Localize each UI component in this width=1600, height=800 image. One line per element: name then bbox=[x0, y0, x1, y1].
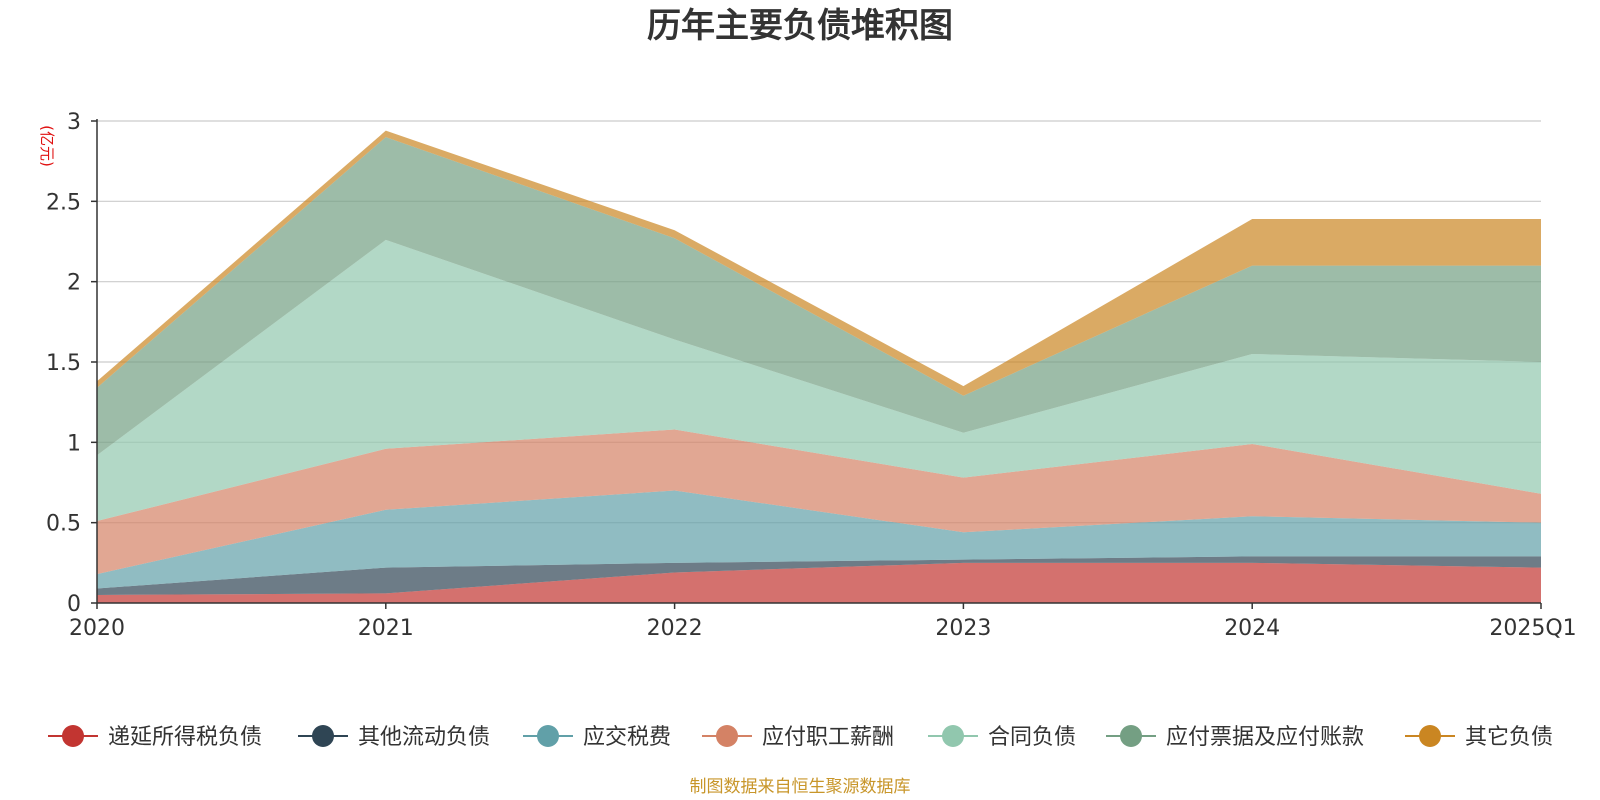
area-series-layer bbox=[97, 130, 1541, 603]
area-series-3[interactable] bbox=[97, 429, 1541, 575]
y-tick-label-6: 3 bbox=[67, 110, 81, 135]
source-note: 制图数据来自恒生聚源数据库 bbox=[690, 777, 911, 797]
area-series-6[interactable] bbox=[97, 130, 1541, 396]
legend-label-6: 其它负债 bbox=[1465, 725, 1553, 750]
legend-marker-4 bbox=[942, 725, 964, 747]
x-tick-label-5: 2025Q1 bbox=[1489, 616, 1576, 641]
x-tick-label-0: 2020 bbox=[69, 616, 125, 641]
y-axis-unit: (亿元) bbox=[38, 125, 56, 167]
area-series-4[interactable] bbox=[97, 239, 1541, 522]
legend-item-4[interactable]: 合同负债 bbox=[928, 725, 1076, 750]
legend-label-4: 合同负债 bbox=[988, 725, 1076, 750]
area-series-5[interactable] bbox=[97, 137, 1541, 456]
legend-label-1: 其他流动负债 bbox=[358, 725, 490, 750]
legend-marker-0 bbox=[62, 725, 84, 747]
legend-item-6[interactable]: 其它负债 bbox=[1405, 725, 1553, 750]
x-tick-label-1: 2021 bbox=[358, 616, 414, 641]
legend-item-1[interactable]: 其他流动负债 bbox=[298, 725, 490, 750]
legend-item-3[interactable]: 应付职工薪酬 bbox=[702, 725, 894, 750]
area-series-1[interactable] bbox=[97, 556, 1541, 595]
y-tick-label-3: 1.5 bbox=[46, 351, 81, 376]
legend-label-0: 递延所得税负债 bbox=[108, 725, 262, 750]
chart-title: 历年主要负债堆积图 bbox=[647, 6, 953, 46]
y-tick-label-0: 0 bbox=[67, 592, 81, 617]
legend-marker-3 bbox=[716, 725, 738, 747]
y-tick-label-5: 2.5 bbox=[46, 190, 81, 215]
area-series-0[interactable] bbox=[97, 562, 1541, 603]
x-tick-label-3: 2023 bbox=[935, 616, 991, 641]
x-tick-label-4: 2024 bbox=[1224, 616, 1280, 641]
legend-item-5[interactable]: 应付票据及应付账款 bbox=[1106, 725, 1364, 750]
legend-marker-5 bbox=[1120, 725, 1142, 747]
y-tick-label-4: 2 bbox=[67, 271, 81, 296]
legend-item-2[interactable]: 应交税费 bbox=[523, 725, 671, 750]
axes: 0 0.5 1 1.5 2 2.5 3 2020 2021 2022 2023 2024 2025Q1 bbox=[46, 110, 1577, 641]
area-series-2[interactable] bbox=[97, 490, 1541, 589]
legend-label-2: 应交税费 bbox=[583, 725, 671, 750]
legend-marker-6 bbox=[1419, 725, 1441, 747]
legend-label-3: 应付职工薪酬 bbox=[762, 725, 894, 750]
legend-item-0[interactable]: 递延所得税负债 bbox=[48, 725, 262, 750]
x-tick-label-2: 2022 bbox=[647, 616, 703, 641]
y-tick-label-2: 1 bbox=[67, 431, 81, 456]
y-tick-label-1: 0.5 bbox=[46, 512, 81, 537]
legend-label-5: 应付票据及应付账款 bbox=[1166, 725, 1364, 750]
legend-marker-2 bbox=[537, 725, 559, 747]
legend-marker-1 bbox=[312, 725, 334, 747]
legend[interactable]: 递延所得税负债 其他流动负债 应交税费 应付职工薪酬 合同负债 应付票据及应付账款 其它负债 bbox=[48, 725, 1553, 750]
